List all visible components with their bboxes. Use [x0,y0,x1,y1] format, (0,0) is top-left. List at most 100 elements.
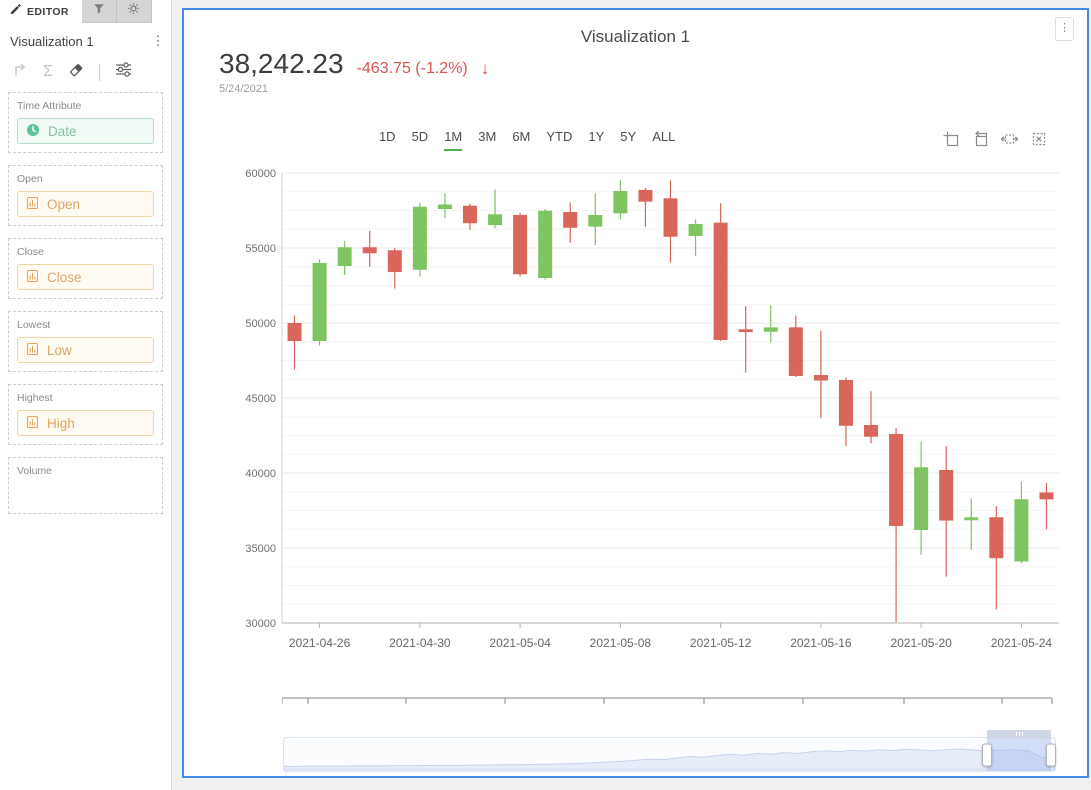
x-axis-label: 2021-04-30 [389,636,451,650]
x-axis-label: 2021-05-20 [890,636,952,650]
x-axis-label: 2021-04-26 [289,636,351,650]
price-header: 38,242.23 -463.75 (-1.2%) ↓ 5/24/2021 [219,48,489,95]
y-axis-label: 35000 [245,543,276,555]
candle-2021-05-17[interactable] [838,377,853,446]
candle-2021-05-06[interactable] [563,202,578,243]
candle-2021-05-16[interactable] [813,330,828,419]
candle-2021-05-01[interactable] [437,193,452,218]
candle-2021-05-03[interactable] [488,189,503,229]
candle-2021-04-29[interactable] [387,248,402,289]
candle-2021-05-22[interactable] [964,498,979,550]
candle-2021-05-13[interactable] [738,306,753,373]
candle-2021-05-24[interactable] [1014,481,1029,564]
datazoom-slider[interactable] [283,730,1057,772]
eraser-icon[interactable] [68,62,84,83]
down-arrow-icon: ↓ [480,59,490,78]
editor-panel: EDITOR Visualization 1 ⋮ Σ [0,0,172,790]
candle-2021-05-19[interactable] [889,428,904,623]
editor-toolbar: Σ [13,59,132,85]
candle-2021-05-04[interactable] [513,212,528,277]
y-axis-label: 45000 [245,393,276,405]
well-open: Open Open [8,165,163,226]
zoom-back-icon[interactable] [972,130,988,152]
candle-2021-05-20[interactable] [914,441,929,555]
box-zoom-icon[interactable] [943,131,959,152]
navigator-sparkline [284,748,1055,771]
pan-horizontal-icon[interactable] [1000,131,1019,152]
clear-selection-icon[interactable] [1031,131,1047,152]
tab-settings[interactable] [116,0,152,23]
candle-2021-05-09[interactable] [638,188,653,227]
candle-2021-05-12[interactable] [713,203,728,341]
candle-2021-04-30[interactable] [412,203,427,277]
candlestick-chart[interactable]: 30000 35000 40000 45000 50000 55000 60000 2021-… [184,160,1068,665]
candle-2021-05-11[interactable] [688,219,703,256]
viz-kebab-icon[interactable]: ⋮ [151,33,165,48]
well-label: Volume [17,465,53,477]
range-6m[interactable]: 6M [512,129,531,144]
candle-2021-05-02[interactable] [462,203,477,230]
zoom-handle-right[interactable] [1046,743,1057,766]
pill-high[interactable]: High [17,410,154,436]
clock-icon [26,123,40,140]
measure-icon [26,196,39,213]
current-price: 38,242.23 [219,48,344,79]
range-5y[interactable]: 5Y [620,129,637,144]
panel-kebab-icon[interactable]: ⋮ [1055,17,1074,41]
visualization-name-row: Visualization 1 ⋮ [10,33,167,49]
candle-2021-05-21[interactable] [939,446,954,577]
range-1m[interactable]: 1M [444,129,463,151]
tab-editor[interactable]: EDITOR [0,0,82,23]
range-ytd[interactable]: YTD [546,129,573,144]
y-axis-label: 40000 [245,468,276,480]
corner-arrow-icon[interactable] [13,62,28,82]
pill-open[interactable]: Open [17,191,154,217]
y-axis-label: 50000 [245,318,276,330]
field-wells: Time Attribute Date Open Open Close [8,92,163,526]
candle-2021-05-23[interactable] [989,506,1004,610]
candle-2021-04-27[interactable] [337,240,352,275]
well-label: Time Attribute [17,100,82,112]
well-time-attribute: Time Attribute Date [8,92,163,153]
tab-editor-label: EDITOR [27,5,69,18]
zoom-handle-left[interactable] [982,743,993,766]
candle-2021-05-10[interactable] [663,180,678,263]
well-lowest: Lowest Low [8,311,163,372]
y-axis-label: 30000 [245,618,276,630]
sigma-icon[interactable]: Σ [43,63,53,80]
pill-open-label: Open [47,196,81,212]
well-volume[interactable]: Volume [8,457,163,514]
sliders-icon[interactable] [115,61,132,83]
range-all[interactable]: ALL [652,129,676,144]
x-axis-label: 2021-05-16 [790,636,852,650]
candle-2021-05-08[interactable] [613,180,628,220]
range-5d[interactable]: 5D [411,129,429,144]
candle-2021-05-25[interactable] [1039,482,1054,530]
candle-2021-04-26[interactable] [312,259,327,346]
pill-low-label: Low [47,342,72,358]
zoom-window[interactable] [987,730,1052,771]
range-1y[interactable]: 1Y [588,129,605,144]
x-axis-label: 2021-05-04 [489,636,551,650]
tab-filter[interactable] [81,0,117,23]
candle-2021-05-18[interactable] [864,391,879,444]
pill-date[interactable]: Date [17,118,154,144]
well-label: Open [17,173,43,185]
candle-2021-04-28[interactable] [362,230,377,267]
pill-close-label: Close [47,269,82,285]
x-axis-label: 2021-05-24 [991,636,1053,650]
candle-2021-04-25[interactable] [287,315,302,370]
pill-low[interactable]: Low [17,337,154,363]
zoom-window-grip[interactable] [987,730,1052,739]
candle-2021-05-14[interactable] [763,305,778,343]
range-selector: 1D 5D 1M 3M 6M YTD 1Y 5Y ALL [184,129,870,151]
well-highest: Highest High [8,384,163,445]
candle-2021-05-07[interactable] [588,193,603,245]
candle-2021-05-15[interactable] [788,315,803,377]
pill-close[interactable]: Close [17,264,154,290]
well-label: Highest [17,392,53,404]
gear-icon [127,2,140,20]
range-3m[interactable]: 3M [478,129,497,144]
range-1d[interactable]: 1D [378,129,396,144]
candle-2021-05-05[interactable] [538,209,553,280]
